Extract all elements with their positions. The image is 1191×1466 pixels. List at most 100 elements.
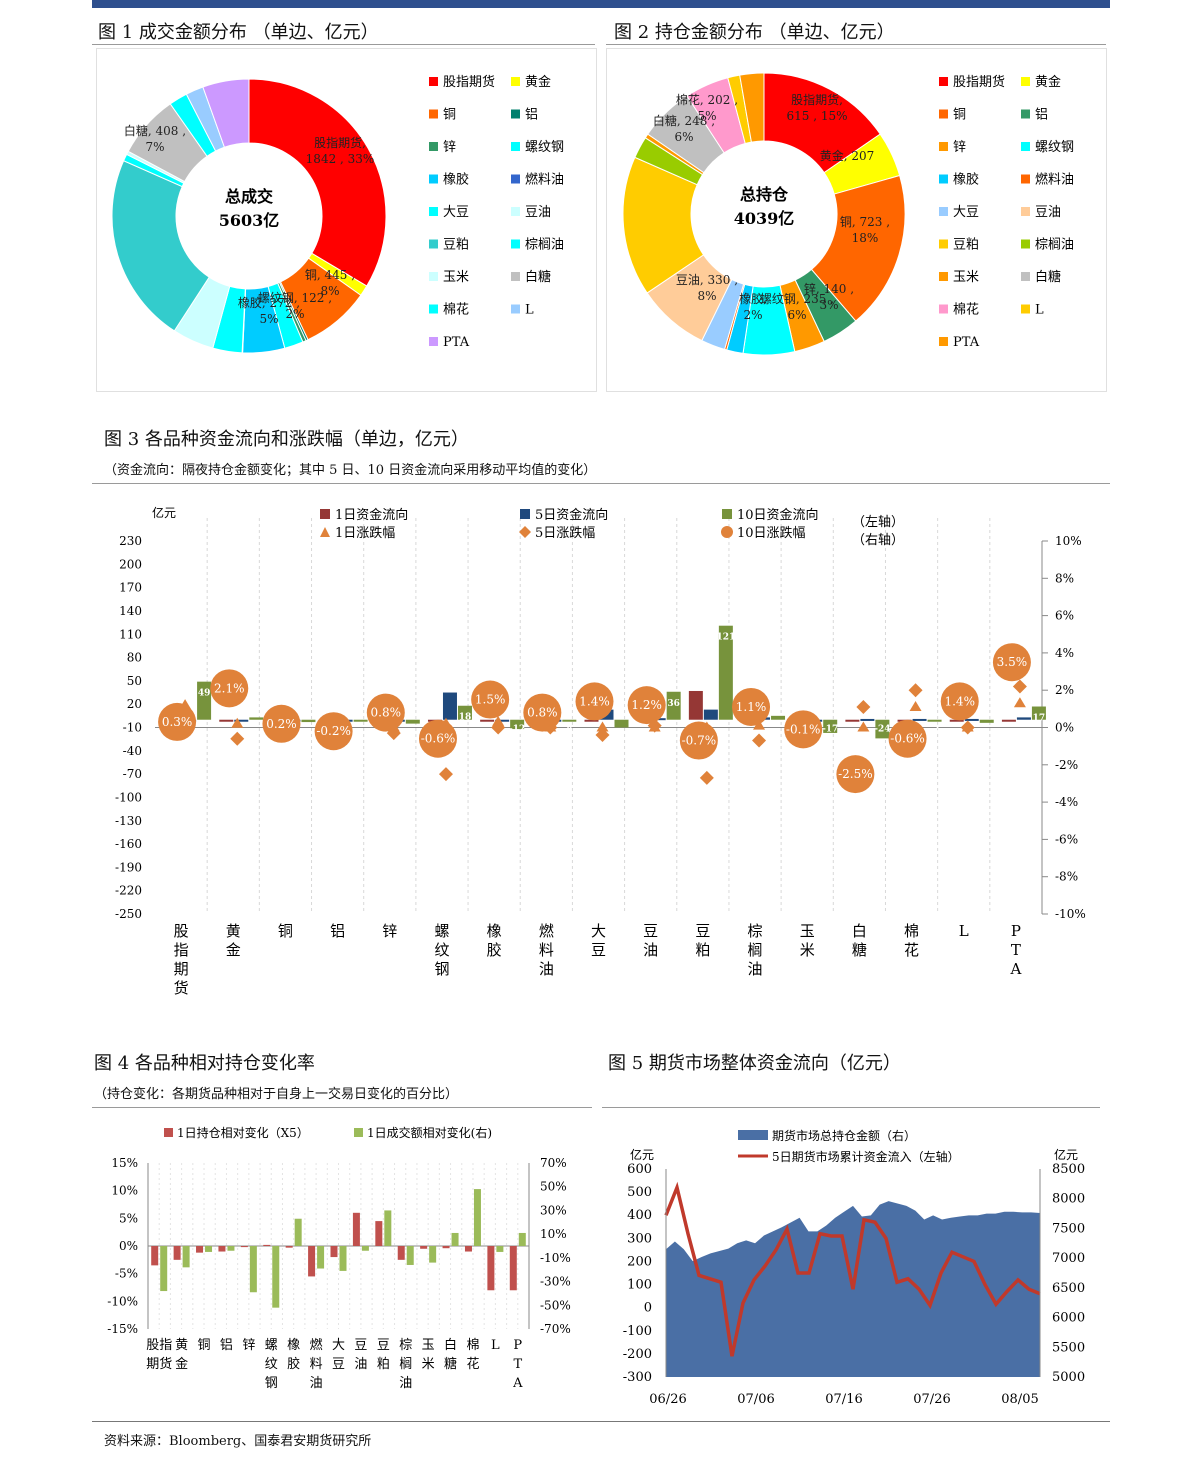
legend-swatch-13 bbox=[511, 272, 520, 281]
fig3-left-tick-3: 140 bbox=[119, 604, 142, 618]
fig3-pt-1d-14 bbox=[909, 700, 922, 711]
legend-label-5: 螺纹钢 bbox=[1035, 140, 1074, 155]
legend-swatch-2 bbox=[429, 109, 438, 119]
fig3-left-tick-13: -160 bbox=[115, 837, 142, 851]
slice-label-value-8: 5% bbox=[697, 109, 716, 123]
legend-label-11: 棕榈油 bbox=[525, 238, 564, 253]
fig2-title: 图 2 持仓金额分布 （单边、亿元） bbox=[614, 22, 895, 43]
fig5-x-tick-0: 06/26 bbox=[649, 1392, 686, 1407]
fig3-left-tick-2: 170 bbox=[119, 581, 142, 595]
fig4-legend-b: 1日成交额相对变化(右) bbox=[367, 1125, 492, 1140]
fig3-category-11-0: 棕 bbox=[748, 922, 763, 940]
fig4-right-tick-6: -50% bbox=[540, 1298, 571, 1312]
fig2-panel: 总持仓 4039亿 股指期货, 615 , 15% 黄金, 207 铜, 723 , 18%… bbox=[606, 48, 1107, 392]
fig4-bar-vol-16 bbox=[518, 1232, 526, 1246]
legend-label-12: 玉米 bbox=[443, 270, 469, 285]
legend-label-11: 棕榈油 bbox=[1035, 238, 1074, 253]
legend-label-3: 铝 bbox=[1035, 108, 1048, 123]
fig4-category-13-0: 白 bbox=[444, 1337, 457, 1353]
fig3-bar-10d-14 bbox=[927, 719, 942, 722]
fig4-category-16-0: P bbox=[513, 1338, 522, 1353]
fig3-left-tick-1: 200 bbox=[119, 557, 142, 571]
fig3-right-tick-2: 6% bbox=[1055, 609, 1074, 623]
fig3-pt-10d-7 bbox=[523, 693, 562, 732]
fig3-pt-10d-0 bbox=[158, 702, 197, 741]
fig3-bar-1d-15 bbox=[949, 719, 964, 722]
fig3-category-5-2: 钢 bbox=[434, 960, 449, 978]
fig4-category-9-1: 油 bbox=[354, 1357, 367, 1372]
fig3-pt-10d-label-1: 2.1% bbox=[214, 681, 245, 695]
fig3-left-tick-12: -130 bbox=[115, 814, 142, 828]
fig3-pt-10d-15 bbox=[940, 682, 979, 721]
fig3-category-0-1: 指 bbox=[174, 941, 189, 959]
fig3-legend-left-axis: （左轴） bbox=[852, 515, 904, 530]
legend-label-14: 棉花 bbox=[953, 302, 979, 318]
fig3-pt-10d-label-7: 0.8% bbox=[527, 706, 558, 720]
fig5-panel: 600 500 400 300 200 100 0 -100 -200 -300 8500 8000 7… bbox=[602, 1110, 1100, 1420]
fig3-pt-10d-label-10: -0.7% bbox=[682, 734, 717, 748]
legend-label-16: PTA bbox=[953, 335, 980, 350]
fig5-title: 图 5 期货市场整体资金流向（亿元） bbox=[608, 1053, 901, 1074]
legend-label-10: 豆粕 bbox=[953, 238, 979, 253]
fig4-relative-change-chart: 15% 10% 5% 0% -5% -10% -15% 70% 50% 30% 10% -10% -30… bbox=[107, 1125, 571, 1391]
fig3-right-tick-0: 10% bbox=[1055, 534, 1082, 548]
fig4-legend-swatch-b bbox=[354, 1128, 363, 1137]
fig5-left-tick-5: 100 bbox=[627, 1278, 652, 1293]
fig3-pt-10d-5 bbox=[418, 719, 457, 758]
fig3-legend-swatch-0 bbox=[320, 509, 330, 519]
fig4-right-tick-3: 10% bbox=[540, 1227, 567, 1241]
fig3-bar-label-12: -17 bbox=[822, 725, 838, 735]
legend-swatch-11 bbox=[1021, 239, 1030, 249]
legend-label-14: 棉花 bbox=[443, 302, 469, 318]
fig4-bar-vol-14 bbox=[473, 1189, 481, 1246]
fig3-right-tick-9: -8% bbox=[1055, 870, 1078, 884]
fig4-bar-vol-7 bbox=[317, 1246, 325, 1269]
fig3-bar-10d-8 bbox=[614, 719, 629, 728]
fig4-category-12-0: 玉 bbox=[422, 1338, 435, 1353]
fig3-category-8-1: 豆 bbox=[591, 941, 606, 959]
fig4-bar-pos-3 bbox=[218, 1246, 226, 1252]
fig2-donut-chart: 总持仓 4039亿 股指期货, 615 , 15% 黄金, 207 铜, 723 , 18%… bbox=[622, 72, 1074, 356]
fig3-category-13-0: 白 bbox=[852, 922, 867, 940]
fig3-pt-10d-label-14: -0.6% bbox=[890, 732, 925, 746]
fig5-right-tick-7: 5000 bbox=[1052, 1370, 1085, 1385]
legend-swatch-6 bbox=[429, 174, 438, 184]
donut-center-total: 5603亿 bbox=[219, 211, 280, 230]
fig5-right-tick-1: 8000 bbox=[1052, 1192, 1085, 1207]
legend-swatch-14 bbox=[939, 304, 948, 314]
fig3-legend-right-axis: （右轴） bbox=[852, 533, 904, 548]
fig3-bar-10d-15 bbox=[979, 719, 994, 723]
fig3-pt-10d-label-5: -0.6% bbox=[421, 732, 456, 746]
fig3-bar-5d-14 bbox=[912, 718, 927, 721]
fig4-bar-vol-4 bbox=[249, 1246, 257, 1293]
legend-swatch-16 bbox=[429, 337, 438, 346]
fig3-category-2-0: 铜 bbox=[278, 922, 293, 940]
slice-label-4: 螺纹钢, 235 , bbox=[760, 292, 834, 306]
fig5-right-tick-5: 6000 bbox=[1052, 1311, 1085, 1326]
slice-label-0: 股指期货, bbox=[314, 135, 366, 150]
fig3-bar-5d-16 bbox=[1016, 717, 1031, 720]
fig3-bar-1d-6 bbox=[480, 719, 495, 722]
legend-swatch-6 bbox=[939, 174, 948, 184]
fig4-bar-pos-13 bbox=[442, 1246, 450, 1249]
legend-swatch-15 bbox=[511, 304, 520, 314]
fig3-pt-10d-label-9: 1.2% bbox=[631, 698, 662, 712]
fig3-legend-swatch-1 bbox=[520, 509, 530, 519]
fig4-category-9-0: 豆 bbox=[354, 1338, 367, 1353]
fig3-bar-5d-5 bbox=[442, 692, 457, 720]
legend-swatch-0 bbox=[939, 77, 948, 86]
fig3-pt-1d-16 bbox=[1013, 697, 1026, 708]
fig4-bar-vol-15 bbox=[496, 1246, 504, 1252]
fig3-bar-1d-1 bbox=[219, 719, 234, 722]
legend-swatch-14 bbox=[429, 304, 438, 314]
fig4-category-8-1: 豆 bbox=[332, 1357, 345, 1372]
fig3-pt-1d-13 bbox=[857, 721, 870, 732]
fig4-bar-pos-11 bbox=[397, 1246, 405, 1260]
fig3-title: 图 3 各品种资金流向和涨跌幅（单边，亿元） bbox=[104, 429, 469, 450]
legend-label-13: 白糖 bbox=[525, 269, 551, 285]
fig3-bar-label-16: 17 bbox=[1033, 714, 1046, 724]
fig3-legend-swatch-2 bbox=[722, 509, 732, 519]
fig3-legend-label-1: 5日资金流向 bbox=[535, 507, 608, 523]
fig4-category-15-0: L bbox=[491, 1338, 500, 1353]
fig4-bar-vol-8 bbox=[339, 1246, 347, 1271]
